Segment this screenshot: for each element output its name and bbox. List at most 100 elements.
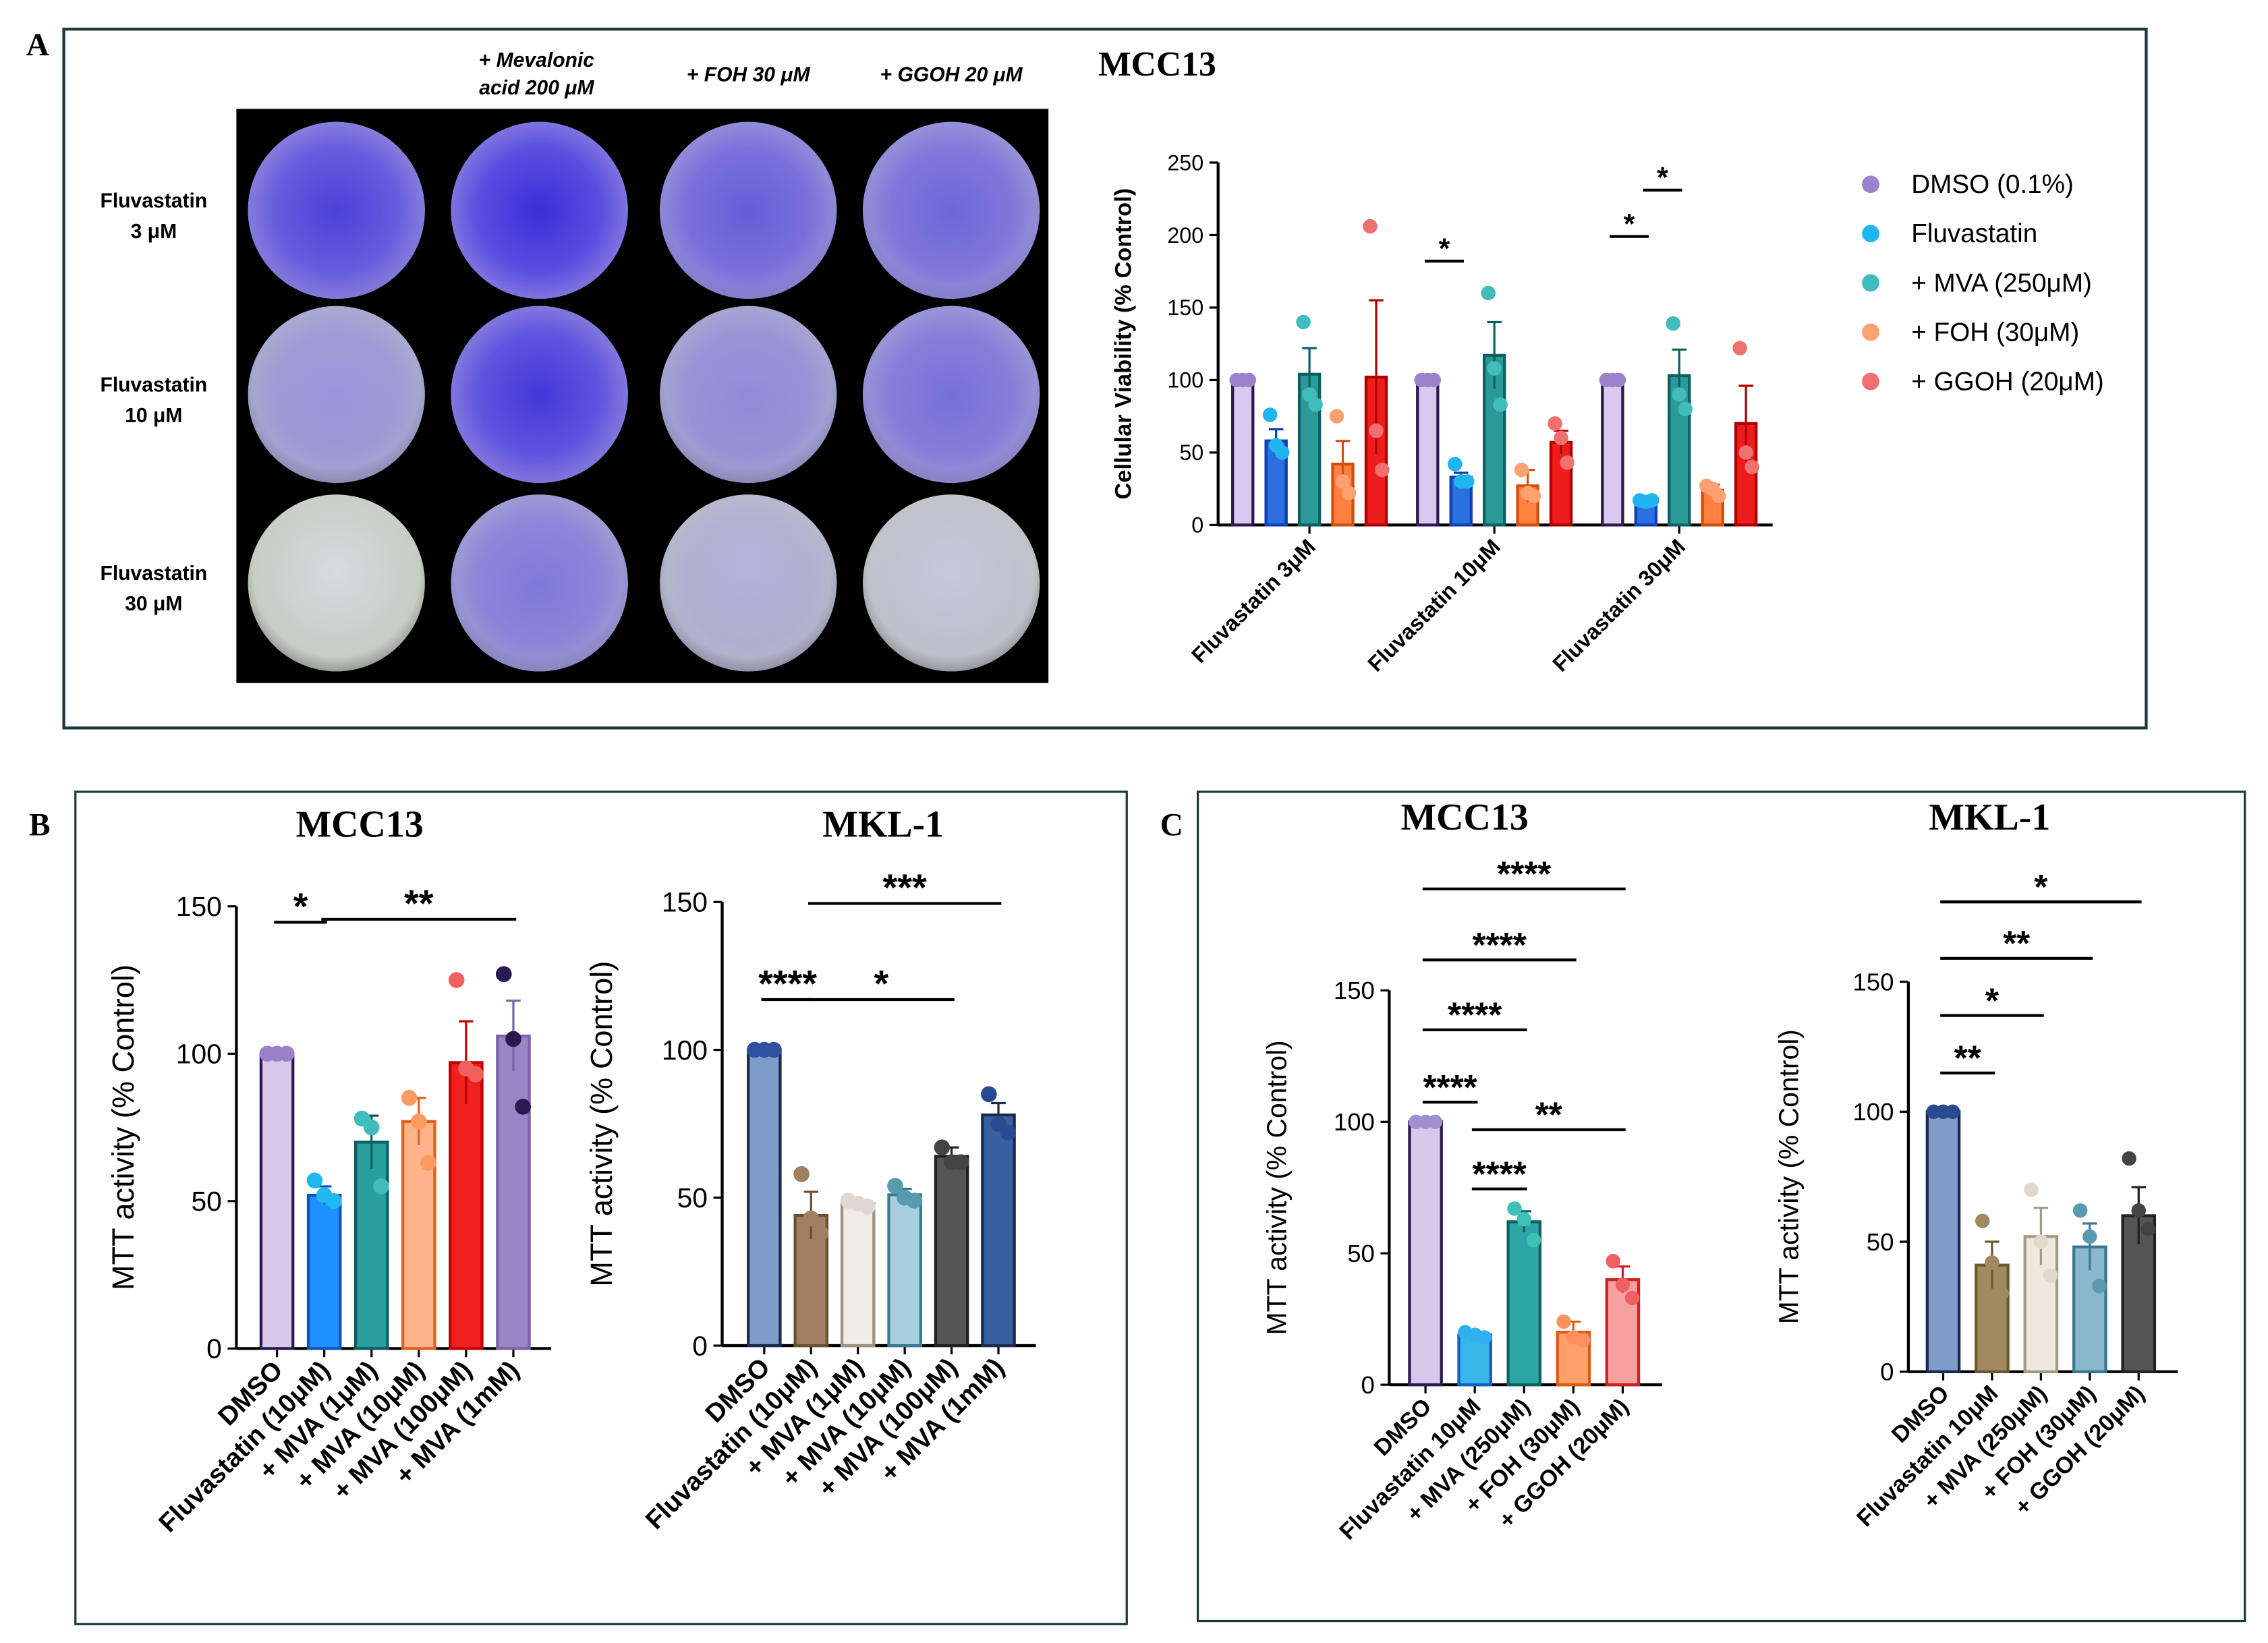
data-point [1745,459,1759,475]
data-point [1732,341,1747,355]
row-label: Fluvastatin [100,190,207,212]
well-stain [863,306,1040,484]
data-point [793,1165,810,1182]
bar [1416,378,1440,527]
data-point [1711,488,1726,504]
well-stain [248,306,425,484]
y-tick-label: 150 [1334,977,1375,1004]
bar [1601,378,1624,527]
legend-marker [1862,225,1879,243]
well-stain [451,494,628,672]
panel-label: A [26,28,49,63]
x-tick-label: Fluvastatin 30μM [1548,534,1690,676]
bar [934,1155,969,1348]
significance-label: **** [758,962,817,1005]
data-point [981,1086,997,1103]
bar [496,1034,531,1350]
y-tick-label: 50 [677,1182,708,1213]
significance-label: **** [1473,1154,1527,1193]
data-point [1611,372,1626,388]
column-header: acid 200 μM [479,77,594,99]
y-tick-label: 50 [1179,440,1203,465]
bar [1925,1110,1961,1373]
row-label: Fluvastatin [100,374,207,397]
y-axis-label: MTT activity (% Control) [584,961,619,1287]
data-point [1994,1286,2009,1301]
bar [1231,378,1255,527]
data-point [2131,1203,2147,1218]
data-point [1556,1314,1571,1329]
legend-label: + GGOH (20μM) [1911,367,2104,396]
panel-label: C [1160,807,1183,842]
chart-title: MKL-1 [1929,797,2050,838]
x-tick-label: Fluvastatin 3μM [1187,534,1320,668]
panel-a-box [62,28,2148,730]
bar [887,1193,922,1348]
well-stain [863,494,1040,672]
row-label: Fluvastatin [100,563,207,585]
data-point [1481,285,1496,301]
data-point [934,1139,951,1156]
y-tick-label: 150 [662,887,708,918]
y-axis-label: MTT activity (% Control) [106,964,140,1290]
data-point [505,1031,521,1047]
legend-marker [1862,372,1879,391]
y-tick-label: 0 [1191,513,1203,538]
bar [1549,440,1573,527]
panel-label: B [29,807,51,842]
well-stain [248,494,425,672]
significance-label: **** [1473,925,1527,964]
data-point [2072,1203,2088,1218]
data-point [1477,1330,1492,1345]
y-tick-label: 100 [1852,1098,1894,1126]
bar [306,1193,342,1350]
data-point [410,1114,427,1130]
data-point [1308,397,1323,412]
significance-label: * [1657,162,1668,194]
data-point [2024,1182,2039,1197]
data-point [1945,1104,1960,1120]
chart-title: MCC13 [1400,797,1528,838]
well-stain [863,121,1040,299]
bar [449,1061,484,1350]
data-point [1526,1232,1541,1248]
y-tick-label: 150 [176,891,222,922]
data-point [1554,430,1568,446]
data-point [1000,1124,1017,1141]
well-stain [660,494,837,672]
data-point [278,1045,295,1062]
well-stain [660,121,837,299]
significance-label: * [293,885,308,927]
significance-label: * [1439,233,1450,265]
chart-title: MCC13 [295,804,423,846]
panel-b-box [74,790,1128,1625]
data-point [1678,401,1693,417]
data-point [1526,488,1541,504]
data-point [1493,397,1508,412]
data-point [1329,409,1344,424]
column-header: + Mevalonic [479,49,595,71]
significance-label: * [1985,981,2000,1020]
data-point [1672,387,1687,402]
significance-label: * [1624,208,1635,240]
bar [1506,1220,1542,1387]
data-point [766,1041,782,1058]
data-point [953,1154,969,1171]
data-point [1274,445,1290,460]
significance-label: * [2034,867,2048,906]
well-stain [248,121,425,299]
panel-c-box [1196,790,2246,1623]
y-axis-label: MTT activity (% Control) [1774,1029,1805,1324]
data-point [1296,314,1311,330]
data-point [1363,219,1378,234]
data-point [306,1172,323,1189]
well-stain [660,306,837,484]
y-tick-label: 150 [1852,968,1894,996]
bar [981,1113,1016,1348]
significance-label: ** [2003,924,2031,963]
row-label: 30 μM [125,593,182,615]
legend-label: + MVA (250μM) [1911,268,2092,297]
significance-label: **** [1423,1068,1477,1107]
data-point [1426,372,1442,388]
data-point [1615,1277,1631,1292]
